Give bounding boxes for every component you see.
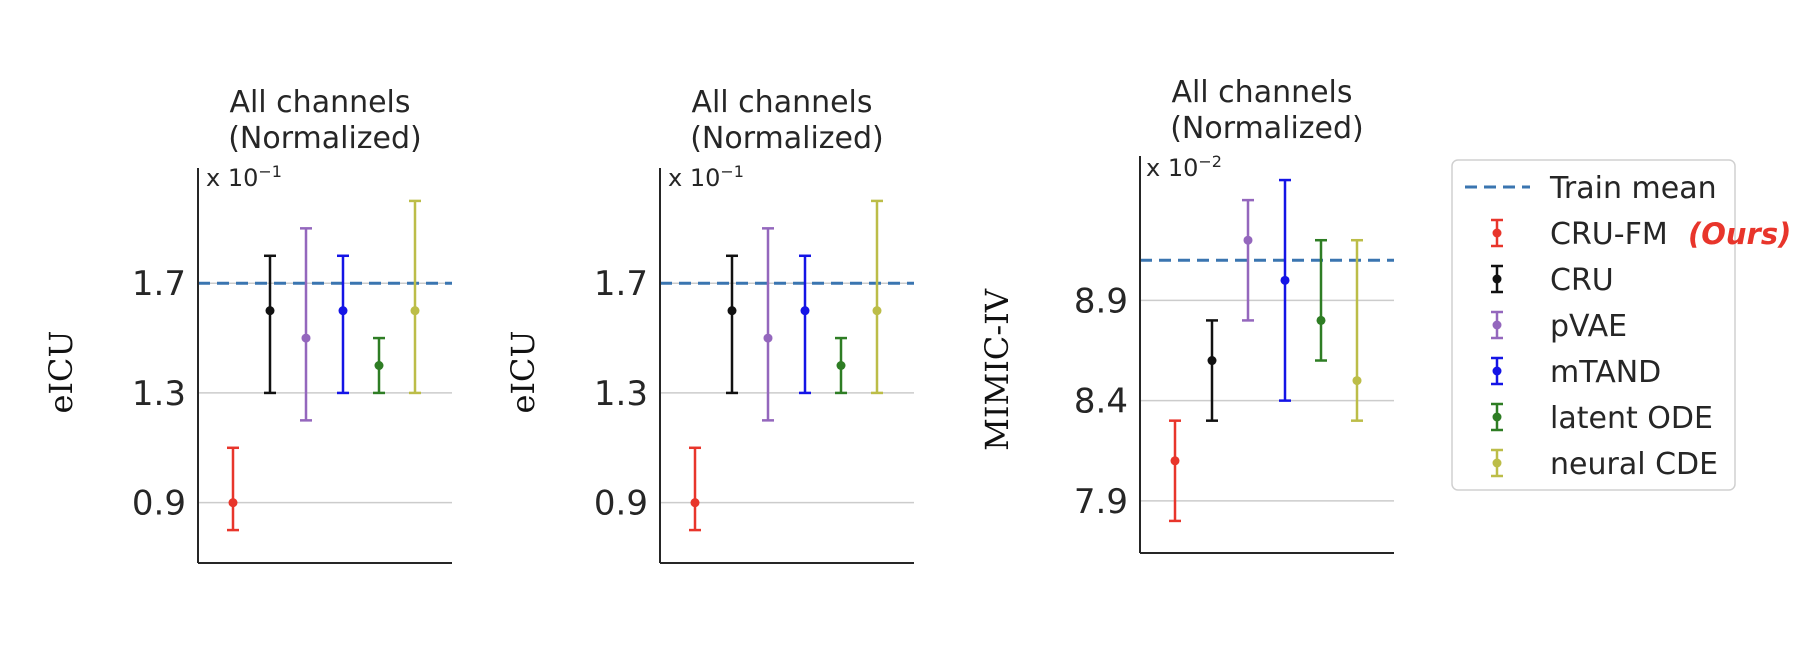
- panel-2-point-mtand: [800, 306, 810, 316]
- panel-2-errorbar-cru-fm: [689, 446, 701, 532]
- legend-label-cru: CRU: [1550, 263, 1614, 298]
- legend-marker-pvae-point: [1492, 320, 1502, 330]
- panel-1-point-neural-cde: [410, 306, 420, 316]
- panel-1-y-tick-1-7: 1.7: [132, 264, 186, 304]
- panel-1-title-line-1: All channels: [229, 85, 410, 120]
- panel-1-point-cru-fm: [228, 498, 238, 508]
- panel-2-scale-exponent: −1: [720, 162, 744, 181]
- legend-marker-cru-fm-point: [1492, 228, 1502, 238]
- legend-ours-tag: (Ours): [1688, 217, 1791, 251]
- panel-3-point-latent-ode: [1316, 315, 1326, 325]
- legend-frame: [1451, 159, 1736, 491]
- panel-2-y-tick-0-9: 0.9: [594, 484, 648, 524]
- panel-3-y-tick-8-4: 8.4: [1074, 382, 1128, 422]
- panel-2: All channels (Normalized) eICU x 10−1 0.…: [504, 85, 914, 564]
- panel-2-errorbar-latent-ode: [835, 336, 847, 395]
- legend-item-cru: CRU: [1491, 263, 1614, 298]
- panel-3-errorbar-neural-cde: [1351, 238, 1363, 422]
- panel-3-errorbar-mtand: [1279, 178, 1291, 402]
- legend-label-train-mean: Train mean: [1549, 171, 1717, 206]
- panel-2-scale-factor: x 10−1: [668, 162, 744, 192]
- panel-3-scale-exponent: −2: [1198, 152, 1222, 171]
- panel-3-point-mtand: [1280, 275, 1290, 285]
- legend-item-mtand: mTAND: [1491, 355, 1661, 390]
- legend-item-cru-fm: CRU-FM (Ours): [1491, 217, 1791, 252]
- panel-1-y-tick-0-9: 0.9: [132, 484, 186, 524]
- panel-1-errorbar-cru-fm: [227, 446, 239, 532]
- panel-3-scale-factor: x 10−2: [1146, 152, 1222, 182]
- panel-3-errorbar-pvae: [1242, 198, 1254, 322]
- legend-marker-mtand-point: [1492, 366, 1502, 376]
- panel-2-scale-base: x 10: [668, 164, 720, 192]
- panel-2-y-axis-label: eICU: [504, 330, 542, 413]
- panel-2-y-tick-1-7: 1.7: [594, 264, 648, 304]
- panel-1-scale-exponent: −1: [258, 162, 282, 181]
- legend-label-mtand: mTAND: [1550, 355, 1661, 390]
- panel-1-scale-factor: x 10−1: [206, 162, 282, 192]
- panel-3-errorbar-latent-ode: [1315, 238, 1327, 362]
- panel-2-errorbar-mtand: [799, 254, 811, 395]
- legend-marker-cru-point: [1492, 274, 1502, 284]
- panel-1-point-cru: [265, 306, 275, 316]
- panel-1-y-axis-label: eICU: [42, 330, 80, 413]
- panel-3-y-tick-8-9: 8.9: [1074, 281, 1128, 321]
- legend-marker-neural-cde-point: [1492, 458, 1502, 468]
- panel-3-point-cru: [1207, 356, 1217, 366]
- panel-2-title-line-1: All channels: [691, 85, 872, 120]
- panel-3-point-pvae: [1243, 235, 1253, 245]
- panel-1-errorbar-cru: [264, 254, 276, 395]
- panel-2-errorbar-pvae: [762, 227, 774, 422]
- panel-1-point-pvae: [301, 333, 311, 343]
- panel-1-errorbar-mtand: [337, 254, 349, 395]
- panel-1-point-mtand: [338, 306, 348, 316]
- panel-1-errorbar-latent-ode: [373, 336, 385, 395]
- panel-2-y-tick-1-3: 1.3: [594, 374, 648, 414]
- panel-3-point-cru-fm: [1170, 456, 1180, 466]
- legend-marker-latent-ode-point: [1492, 412, 1502, 422]
- panel-3-y-axis-label: MIMIC-IV: [978, 288, 1016, 451]
- panel-2-point-neural-cde: [872, 306, 882, 316]
- panel-3-title-line-1: All channels: [1171, 75, 1352, 110]
- panel-2-point-pvae: [763, 333, 773, 343]
- legend-item-latent-ode: latent ODE: [1491, 401, 1713, 436]
- panel-1-point-latent-ode: [374, 361, 384, 370]
- panel-3-errorbar-cru: [1206, 319, 1218, 422]
- panel-2-errorbar-cru: [726, 254, 738, 395]
- panel-3: All channels (Normalized) MIMIC-IV x 10−…: [978, 75, 1394, 554]
- panel-2-errorbar-neural-cde: [871, 199, 883, 395]
- legend-item-neural-cde: neural CDE: [1491, 447, 1718, 482]
- panel-1-y-tick-1-3: 1.3: [132, 374, 186, 414]
- legend: Train mean CRU-FM (Ours) CRU pVAE mTAND latent…: [1451, 159, 1791, 491]
- panel-3-errorbar-cru-fm: [1169, 419, 1181, 523]
- panel-3-point-neural-cde: [1352, 376, 1362, 386]
- legend-item-train-mean: Train mean: [1465, 171, 1717, 206]
- panel-2-title-line-2: (Normalized): [690, 121, 884, 156]
- panel-3-y-tick-7-9: 7.9: [1074, 482, 1128, 522]
- legend-item-pvae: pVAE: [1491, 309, 1627, 344]
- panel-1-title-line-2: (Normalized): [228, 121, 422, 156]
- panel-2-point-cru: [727, 306, 737, 316]
- panel-1-errorbar-neural-cde: [409, 199, 421, 395]
- legend-label-cru-fm: CRU-FM: [1550, 217, 1668, 252]
- panel-3-title-line-2: (Normalized): [1170, 111, 1364, 146]
- panel-1: All channels (Normalized) eICU x 10−1 0.…: [42, 85, 452, 564]
- legend-label-neural-cde: neural CDE: [1550, 447, 1718, 482]
- panel-1-errorbar-pvae: [300, 227, 312, 422]
- panel-2-point-latent-ode: [836, 361, 846, 370]
- legend-label-latent-ode: latent ODE: [1550, 401, 1713, 436]
- panel-3-scale-base: x 10: [1146, 154, 1198, 182]
- legend-label-pvae: pVAE: [1550, 309, 1627, 344]
- panel-2-point-cru-fm: [690, 498, 700, 508]
- panel-1-scale-base: x 10: [206, 164, 258, 192]
